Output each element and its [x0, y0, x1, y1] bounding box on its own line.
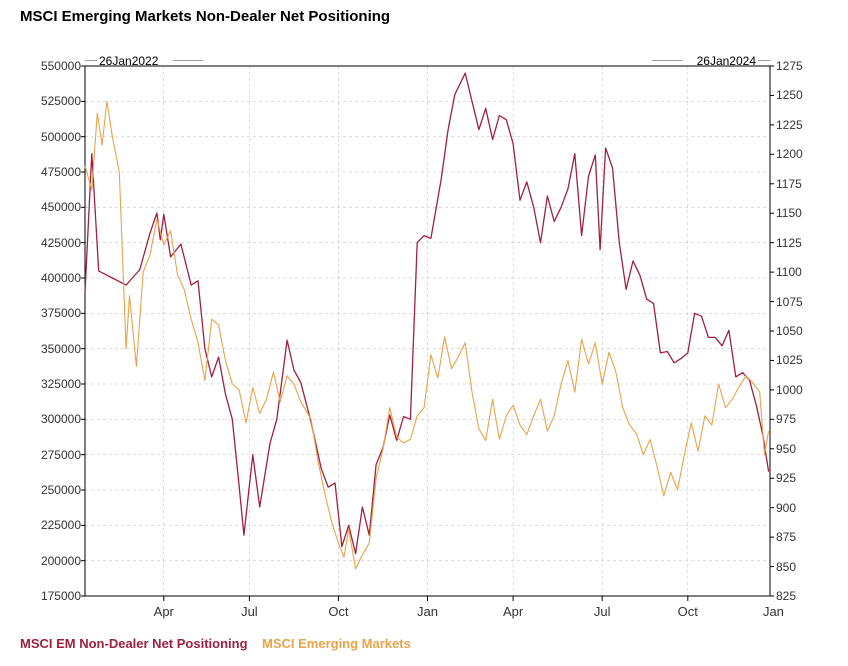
y-axis-right-label: 850 — [776, 560, 826, 574]
y-axis-left-label: 175000 — [21, 589, 81, 603]
x-axis-label: Jan — [417, 604, 438, 619]
y-axis-left-label: 475000 — [21, 165, 81, 179]
y-axis-right-label: 975 — [776, 412, 826, 426]
y-axis-left-label: 500000 — [21, 130, 81, 144]
y-axis-left-label: 525000 — [21, 94, 81, 108]
y-axis-right-label: 1250 — [776, 88, 826, 102]
y-axis-right-label: 925 — [776, 471, 826, 485]
y-axis-left-label: 400000 — [21, 271, 81, 285]
y-axis-left-label: 275000 — [21, 448, 81, 462]
x-axis-label: Oct — [328, 604, 348, 619]
x-axis-label: Oct — [678, 604, 698, 619]
y-axis-right-label: 825 — [776, 589, 826, 603]
x-axis-label: Apr — [503, 604, 523, 619]
y-axis-right-label: 900 — [776, 501, 826, 515]
y-axis-right-label: 1125 — [776, 236, 826, 250]
y-axis-left-label: 450000 — [21, 200, 81, 214]
y-axis-left-label: 550000 — [21, 59, 81, 73]
y-axis-right-label: 1200 — [776, 147, 826, 161]
y-axis-left-label: 300000 — [21, 412, 81, 426]
y-axis-left-label: 425000 — [21, 236, 81, 250]
date-label: 26Jan2024 — [697, 54, 756, 68]
legend-item: MSCI Emerging Markets — [262, 636, 411, 651]
x-axis-label: Jul — [594, 604, 611, 619]
y-axis-left-label: 350000 — [21, 342, 81, 356]
y-axis-left-label: 375000 — [21, 306, 81, 320]
y-axis-right-label: 1175 — [776, 177, 826, 191]
y-axis-right-label: 875 — [776, 530, 826, 544]
y-axis-right-label: 1225 — [776, 118, 826, 132]
y-axis-left-label: 225000 — [21, 518, 81, 532]
y-axis-left-label: 325000 — [21, 377, 81, 391]
y-axis-right-label: 1150 — [776, 206, 826, 220]
y-axis-right-label: 1025 — [776, 353, 826, 367]
y-axis-right-label: 1100 — [776, 265, 826, 279]
y-axis-right-label: 1075 — [776, 295, 826, 309]
y-axis-right-label: 1275 — [776, 59, 826, 73]
y-axis-left-label: 200000 — [21, 554, 81, 568]
series-line — [85, 101, 769, 569]
x-axis-label: Jan — [763, 604, 784, 619]
chart-container: { "title": {"text":"MSCI Emerging Market… — [0, 0, 848, 666]
date-label: 26Jan2022 — [99, 54, 158, 68]
y-axis-right-label: 950 — [776, 442, 826, 456]
chart-plot — [0, 0, 848, 666]
x-axis-label: Jul — [241, 604, 258, 619]
y-axis-left-label: 250000 — [21, 483, 81, 497]
y-axis-right-label: 1050 — [776, 324, 826, 338]
x-axis-label: Apr — [154, 604, 174, 619]
legend-item: MSCI EM Non-Dealer Net Positioning — [20, 636, 248, 651]
y-axis-right-label: 1000 — [776, 383, 826, 397]
